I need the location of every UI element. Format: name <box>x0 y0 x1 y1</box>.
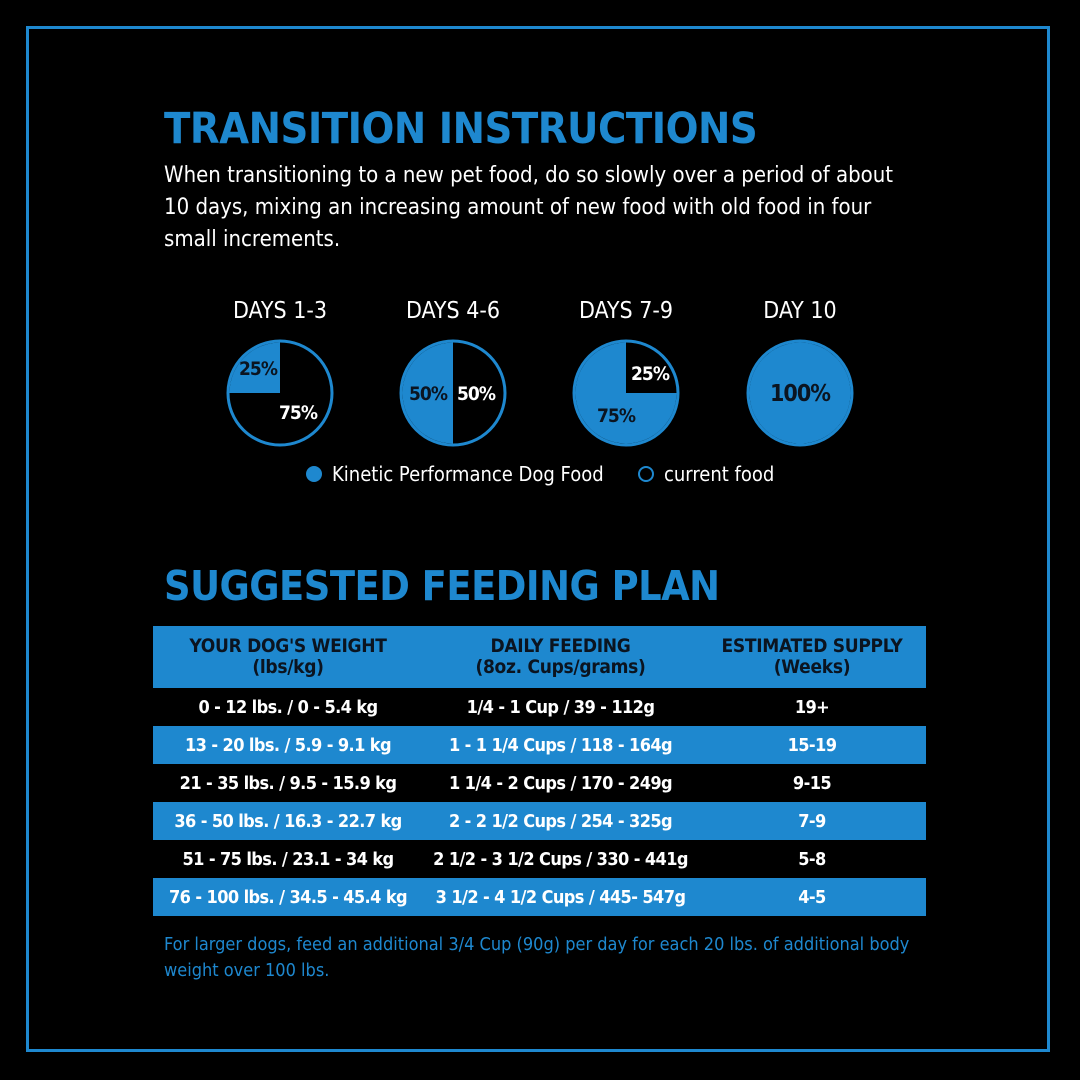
supply-cell: 7-9 <box>698 802 926 840</box>
column-subtitle: (8oz. Cups/grams) <box>475 656 646 678</box>
table-row: 21 - 35 lbs. / 9.5 - 15.9 kg 1 1/4 - 2 C… <box>153 764 926 802</box>
supply-cell: 9-15 <box>698 764 926 802</box>
feeding-heading: SUGGESTED FEEDING PLAN <box>164 562 720 610</box>
pie-new-slice <box>229 342 280 393</box>
daily-feeding-cell: 1 1/4 - 2 Cups / 170 - 249g <box>423 764 698 802</box>
column-title: ESTIMATED SUPPLY <box>721 635 903 657</box>
weight-cell: 0 - 12 lbs. / 0 - 5.4 kg <box>153 688 423 726</box>
transition-intro: When transitioning to a new pet food, do… <box>164 163 894 252</box>
supply-cell: 5-8 <box>698 840 926 878</box>
weight-cell: 21 - 35 lbs. / 9.5 - 15.9 kg <box>153 764 423 802</box>
table-row: 76 - 100 lbs. / 34.5 - 45.4 kg 3 1/2 - 4… <box>153 878 926 916</box>
stage-title: DAYS 1-3 <box>232 298 328 324</box>
feeding-table: YOUR DOG'S WEIGHT (lbs/kg) DAILY FEEDING… <box>153 626 926 916</box>
filled-circle-icon <box>306 466 322 482</box>
pie-day-10: 100% <box>746 339 854 447</box>
transition-heading: TRANSITION INSTRUCTIONS <box>164 104 758 154</box>
pie-new-slice <box>575 342 677 444</box>
pie-old-label: 50% <box>457 383 496 405</box>
stage-title: DAY 10 <box>763 298 837 324</box>
column-header-supply: ESTIMATED SUPPLY (Weeks) <box>698 626 926 688</box>
page-border <box>26 26 1050 1052</box>
pie-new-label: 25% <box>239 358 278 380</box>
column-title: YOUR DOG'S WEIGHT <box>189 635 387 657</box>
pie-days-1-3: 25% 75% <box>226 339 334 447</box>
column-header-daily-feeding: DAILY FEEDING (8oz. Cups/grams) <box>423 626 698 688</box>
stage-title: DAYS 7-9 <box>578 298 674 324</box>
supply-cell: 19+ <box>698 688 926 726</box>
pie-new-slice <box>749 342 851 444</box>
weight-cell: 51 - 75 lbs. / 23.1 - 34 kg <box>153 840 423 878</box>
column-subtitle: (Weeks) <box>773 656 851 678</box>
outline-circle-icon <box>638 466 654 482</box>
table-row: 13 - 20 lbs. / 5.9 - 9.1 kg 1 - 1 1/4 Cu… <box>153 726 926 764</box>
pie-new-label: 50% <box>409 383 448 405</box>
daily-feeding-cell: 3 1/2 - 4 1/2 Cups / 445- 547g <box>423 878 698 916</box>
stage-title: DAYS 4-6 <box>405 298 501 324</box>
pie-days-4-6: 50% 50% <box>399 339 507 447</box>
weight-cell: 76 - 100 lbs. / 34.5 - 45.4 kg <box>153 878 423 916</box>
table-header-row: YOUR DOG'S WEIGHT (lbs/kg) DAILY FEEDING… <box>153 626 926 688</box>
legend-current-food: current food <box>638 460 774 488</box>
pie-old-label: 75% <box>279 402 318 424</box>
pie-new-label: 75% <box>597 405 636 427</box>
daily-feeding-cell: 1/4 - 1 Cup / 39 - 112g <box>423 688 698 726</box>
pie-old-label: 25% <box>631 363 670 385</box>
supply-cell: 15-19 <box>698 726 926 764</box>
column-title: DAILY FEEDING <box>490 635 631 657</box>
legend-new-food-label: Kinetic Performance Dog Food <box>332 462 604 486</box>
pie-days-7-9: 75% 25% <box>572 339 680 447</box>
column-header-weight: YOUR DOG'S WEIGHT (lbs/kg) <box>153 626 423 688</box>
table-row: 51 - 75 lbs. / 23.1 - 34 kg 2 1/2 - 3 1/… <box>153 840 926 878</box>
daily-feeding-cell: 2 - 2 1/2 Cups / 254 - 325g <box>423 802 698 840</box>
weight-cell: 36 - 50 lbs. / 16.3 - 22.7 kg <box>153 802 423 840</box>
feeding-note: For larger dogs, feed an additional 3/4 … <box>164 934 910 981</box>
legend-new-food: Kinetic Performance Dog Food <box>306 460 604 488</box>
table-row: 0 - 12 lbs. / 0 - 5.4 kg 1/4 - 1 Cup / 3… <box>153 688 926 726</box>
daily-feeding-cell: 1 - 1 1/4 Cups / 118 - 164g <box>423 726 698 764</box>
supply-cell: 4-5 <box>698 878 926 916</box>
daily-feeding-cell: 2 1/2 - 3 1/2 Cups / 330 - 441g <box>423 840 698 878</box>
legend-current-food-label: current food <box>664 462 775 486</box>
weight-cell: 13 - 20 lbs. / 5.9 - 9.1 kg <box>153 726 423 764</box>
pie-new-label: 100% <box>770 381 831 407</box>
pie-new-slice <box>402 342 453 444</box>
table-row: 36 - 50 lbs. / 16.3 - 22.7 kg 2 - 2 1/2 … <box>153 802 926 840</box>
column-subtitle: (lbs/kg) <box>252 656 324 678</box>
